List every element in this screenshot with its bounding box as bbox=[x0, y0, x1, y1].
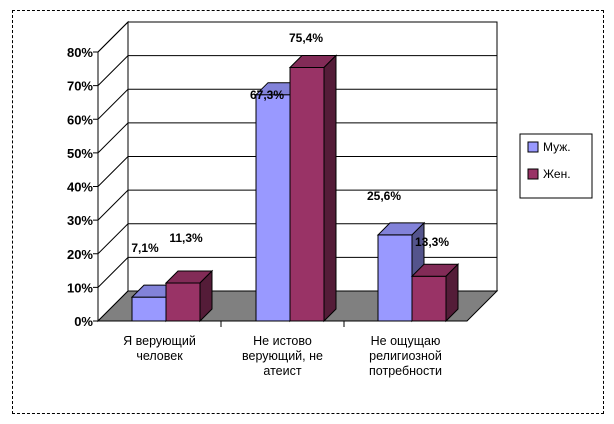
data-label: 7,1% bbox=[131, 241, 159, 255]
gridline bbox=[97, 88, 497, 120]
y-tick-label: 60% bbox=[67, 112, 93, 127]
legend-swatch bbox=[527, 141, 539, 153]
category-label: Не ощущаю bbox=[371, 334, 441, 348]
y-tick-label: 0% bbox=[74, 314, 93, 329]
gridline bbox=[97, 122, 497, 154]
bar-front bbox=[411, 275, 447, 322]
legend-swatch bbox=[527, 168, 539, 180]
y-tick-label: 70% bbox=[67, 79, 93, 94]
gridline bbox=[97, 223, 497, 255]
category-label: Я верующий bbox=[123, 334, 196, 348]
bar-front bbox=[131, 296, 167, 322]
y-tick-label: 40% bbox=[67, 180, 93, 195]
chart-frame bbox=[12, 10, 604, 414]
data-label: 25,6% bbox=[367, 189, 401, 203]
category-label: Не истово bbox=[253, 334, 312, 348]
gridline bbox=[97, 55, 497, 86]
y-tick-label: 30% bbox=[67, 213, 93, 228]
category-label: религиозной bbox=[369, 349, 442, 363]
bar-female-1 bbox=[164, 269, 214, 323]
bar-side bbox=[323, 54, 337, 323]
bar-front bbox=[377, 234, 413, 322]
bar-front bbox=[289, 66, 325, 322]
bar-female-3 bbox=[410, 263, 460, 323]
bar-female-2 bbox=[288, 54, 338, 323]
y-tick-label: 10% bbox=[67, 280, 93, 295]
data-label: 13,3% bbox=[415, 235, 449, 249]
legend-label: Муж. bbox=[543, 140, 571, 154]
category-label: верующий, не bbox=[242, 349, 323, 363]
legend-label: Жен. bbox=[543, 167, 571, 181]
category-label: человек bbox=[136, 349, 183, 363]
data-label: 75,4% bbox=[289, 31, 323, 45]
gridline bbox=[97, 156, 497, 187]
y-tick-label: 80% bbox=[67, 45, 93, 60]
bar-side bbox=[199, 269, 213, 323]
category-label: атеист bbox=[263, 364, 301, 378]
y-tick-label: 20% bbox=[67, 247, 93, 262]
y-tick-label: 50% bbox=[67, 146, 93, 161]
category-label: потребности bbox=[369, 364, 442, 378]
legend: Муж. Жен. bbox=[519, 133, 593, 199]
bar-side bbox=[445, 263, 459, 323]
gridline bbox=[97, 189, 497, 221]
data-label: 67,3% bbox=[250, 88, 284, 102]
bar-front bbox=[165, 282, 201, 322]
gridline bbox=[97, 256, 497, 288]
gridline bbox=[97, 21, 497, 53]
bar-front bbox=[255, 94, 291, 322]
data-label: 11,3% bbox=[169, 231, 203, 245]
